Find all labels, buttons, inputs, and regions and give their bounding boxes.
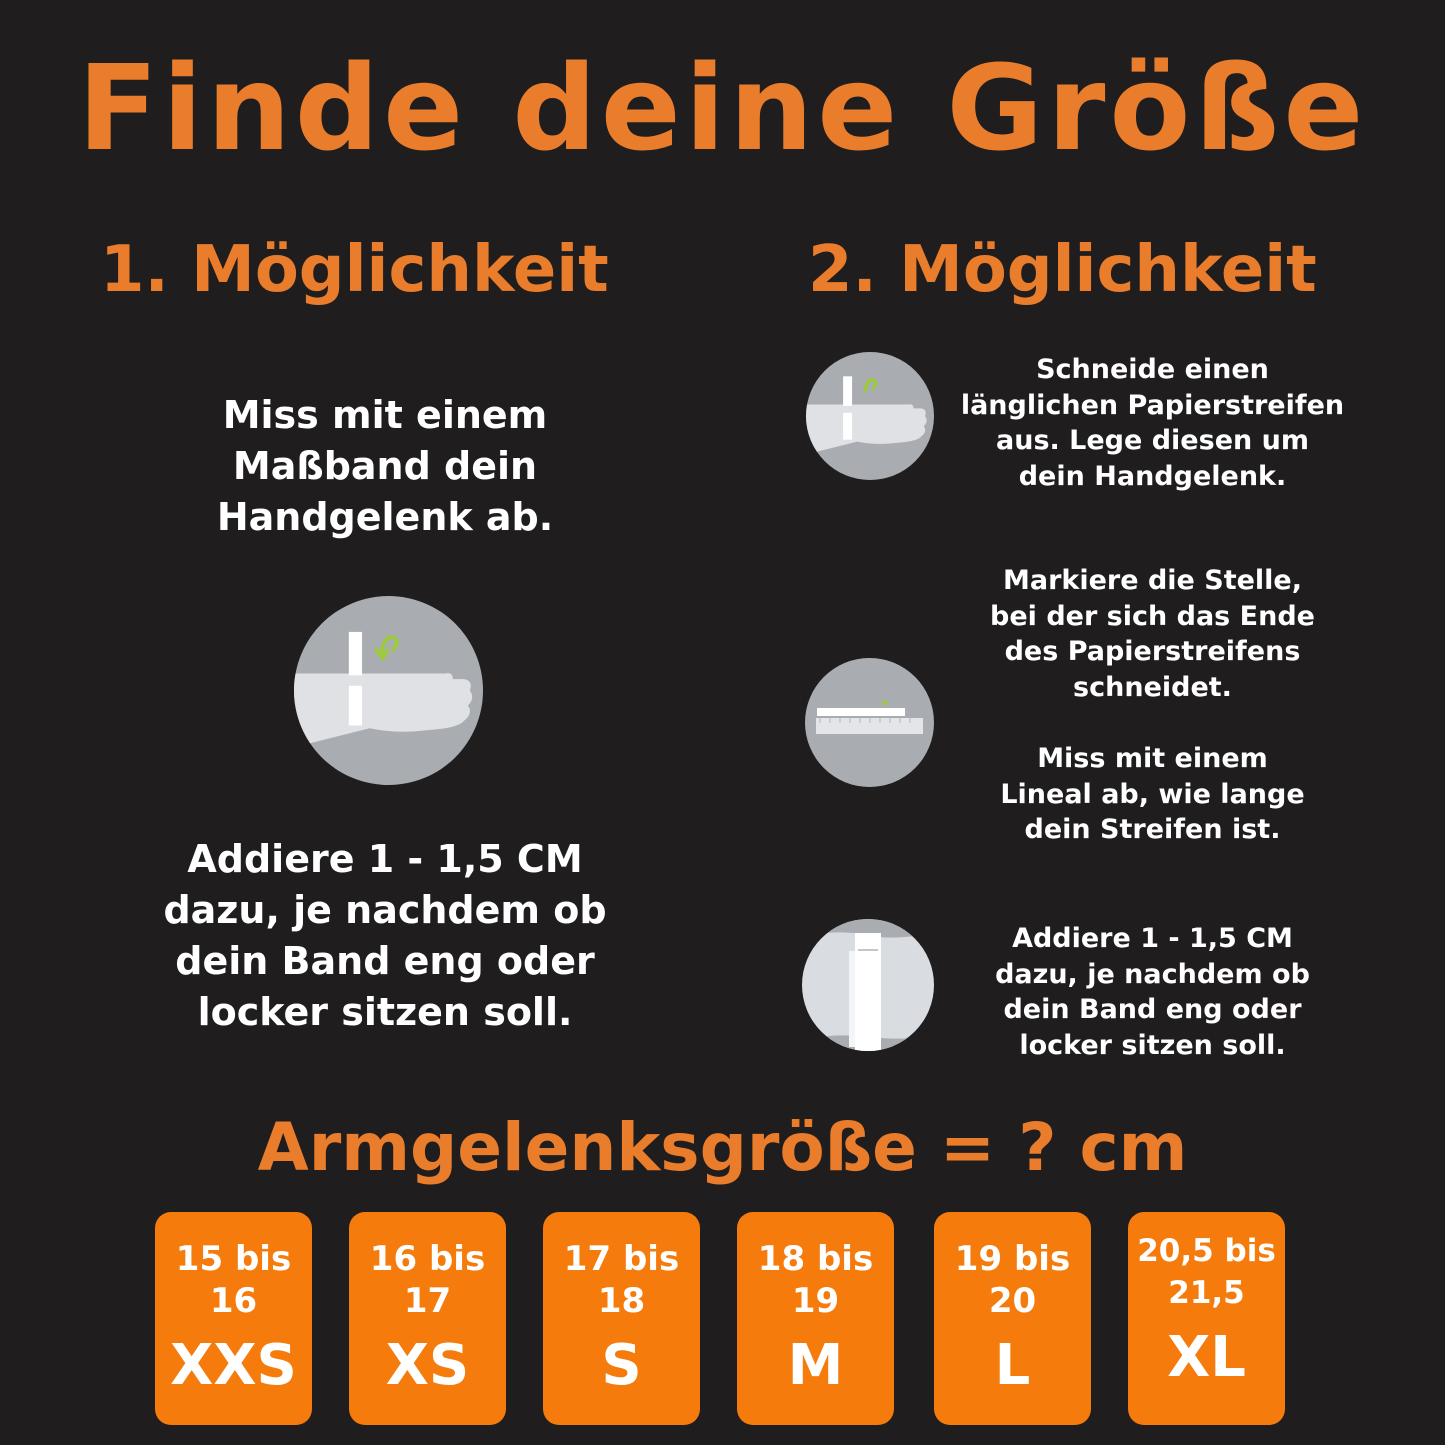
size-range: 17 bis 18 [563,1239,680,1321]
page-title: Finde deine Größe [77,39,1368,177]
size-label: XL [1167,1325,1246,1390]
size-label: XXS [170,1333,297,1398]
option2-heading: 2. Möglichkeit [808,233,1317,307]
option1-step2-text: Addiere 1 - 1,5 CM dazu, je nachdem ob d… [163,837,607,1034]
size-range: 15 bis 16 [175,1239,292,1321]
strip-overlap-icon [802,919,934,1051]
wrist-tape-measure-icon [294,596,483,785]
size-range: 16 bis 17 [369,1239,486,1321]
size-label: L [994,1333,1031,1398]
size-box-l: 19 bis 20 L [934,1212,1091,1425]
option2-step1-text: Schneide einen länglichen Papierstreifen… [960,354,1345,492]
size-box-xl: 20,5 bis 21,5 XL [1128,1212,1285,1425]
size-range: 20,5 bis 21,5 [1137,1233,1276,1311]
size-box-m: 18 bis 19 M [737,1212,894,1425]
option1-step1-text: Miss mit einem Maßband dein Handgelenk a… [216,393,554,539]
size-label: M [787,1333,844,1398]
wrist-paper-strip-icon [806,352,934,480]
option2-step4-text: Addiere 1 - 1,5 CM dazu, je nachdem ob d… [995,923,1310,1061]
size-box-xxs: 15 bis 16 XXS [155,1212,312,1425]
option1-heading: 1. Möglichkeit [100,233,609,307]
size-range: 19 bis 20 [954,1239,1071,1321]
size-label: S [601,1333,642,1398]
size-label: XS [385,1333,470,1398]
option2-step3-text: Miss mit einem Lineal ab, wie lange dein… [1000,743,1305,845]
wrist-size-heading: Armgelenksgröße = ? cm [257,1109,1188,1186]
size-box-xs: 16 bis 17 XS [349,1212,506,1425]
option2-step2-text: Markiere die Stelle, bei der sich das En… [990,565,1315,703]
ruler-strip-icon [805,658,934,787]
size-range: 18 bis 19 [757,1239,874,1321]
size-box-s: 17 bis 18 S [543,1212,700,1425]
